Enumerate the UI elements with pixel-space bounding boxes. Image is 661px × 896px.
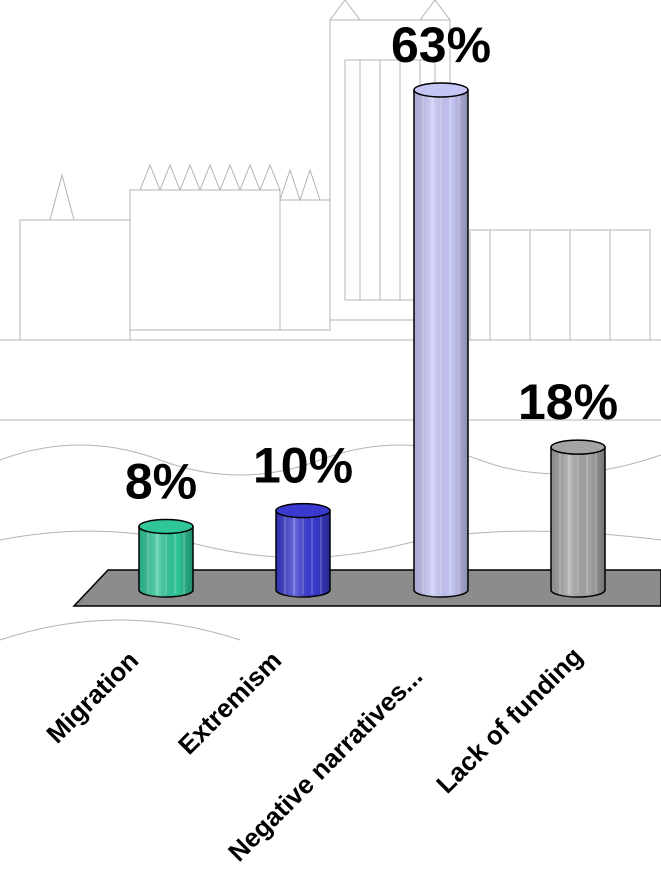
- category-label-migration: Migration: [40, 645, 144, 749]
- value-labels-group: 8% 10% 63% 18%: [125, 17, 618, 510]
- value-label-lack-of-funding: 18%: [518, 374, 618, 430]
- bar-top-extremism: [276, 504, 330, 518]
- bar-negative-narratives: [414, 83, 468, 597]
- bar-lack-of-funding: [551, 440, 605, 597]
- bar-top-migration: [139, 520, 193, 534]
- bar-extremism: [276, 504, 330, 597]
- bar-migration: [139, 520, 193, 597]
- bar-top-lack-of-funding: [551, 440, 605, 454]
- value-label-migration: 8%: [125, 454, 197, 510]
- value-label-negative-narratives: 63%: [391, 17, 491, 73]
- category-label-lack-of-funding: Lack of funding: [430, 641, 588, 799]
- value-label-extremism: 10%: [253, 438, 353, 494]
- category-label-extremism: Extremism: [172, 645, 287, 760]
- bar-top-negative-narratives: [414, 83, 468, 97]
